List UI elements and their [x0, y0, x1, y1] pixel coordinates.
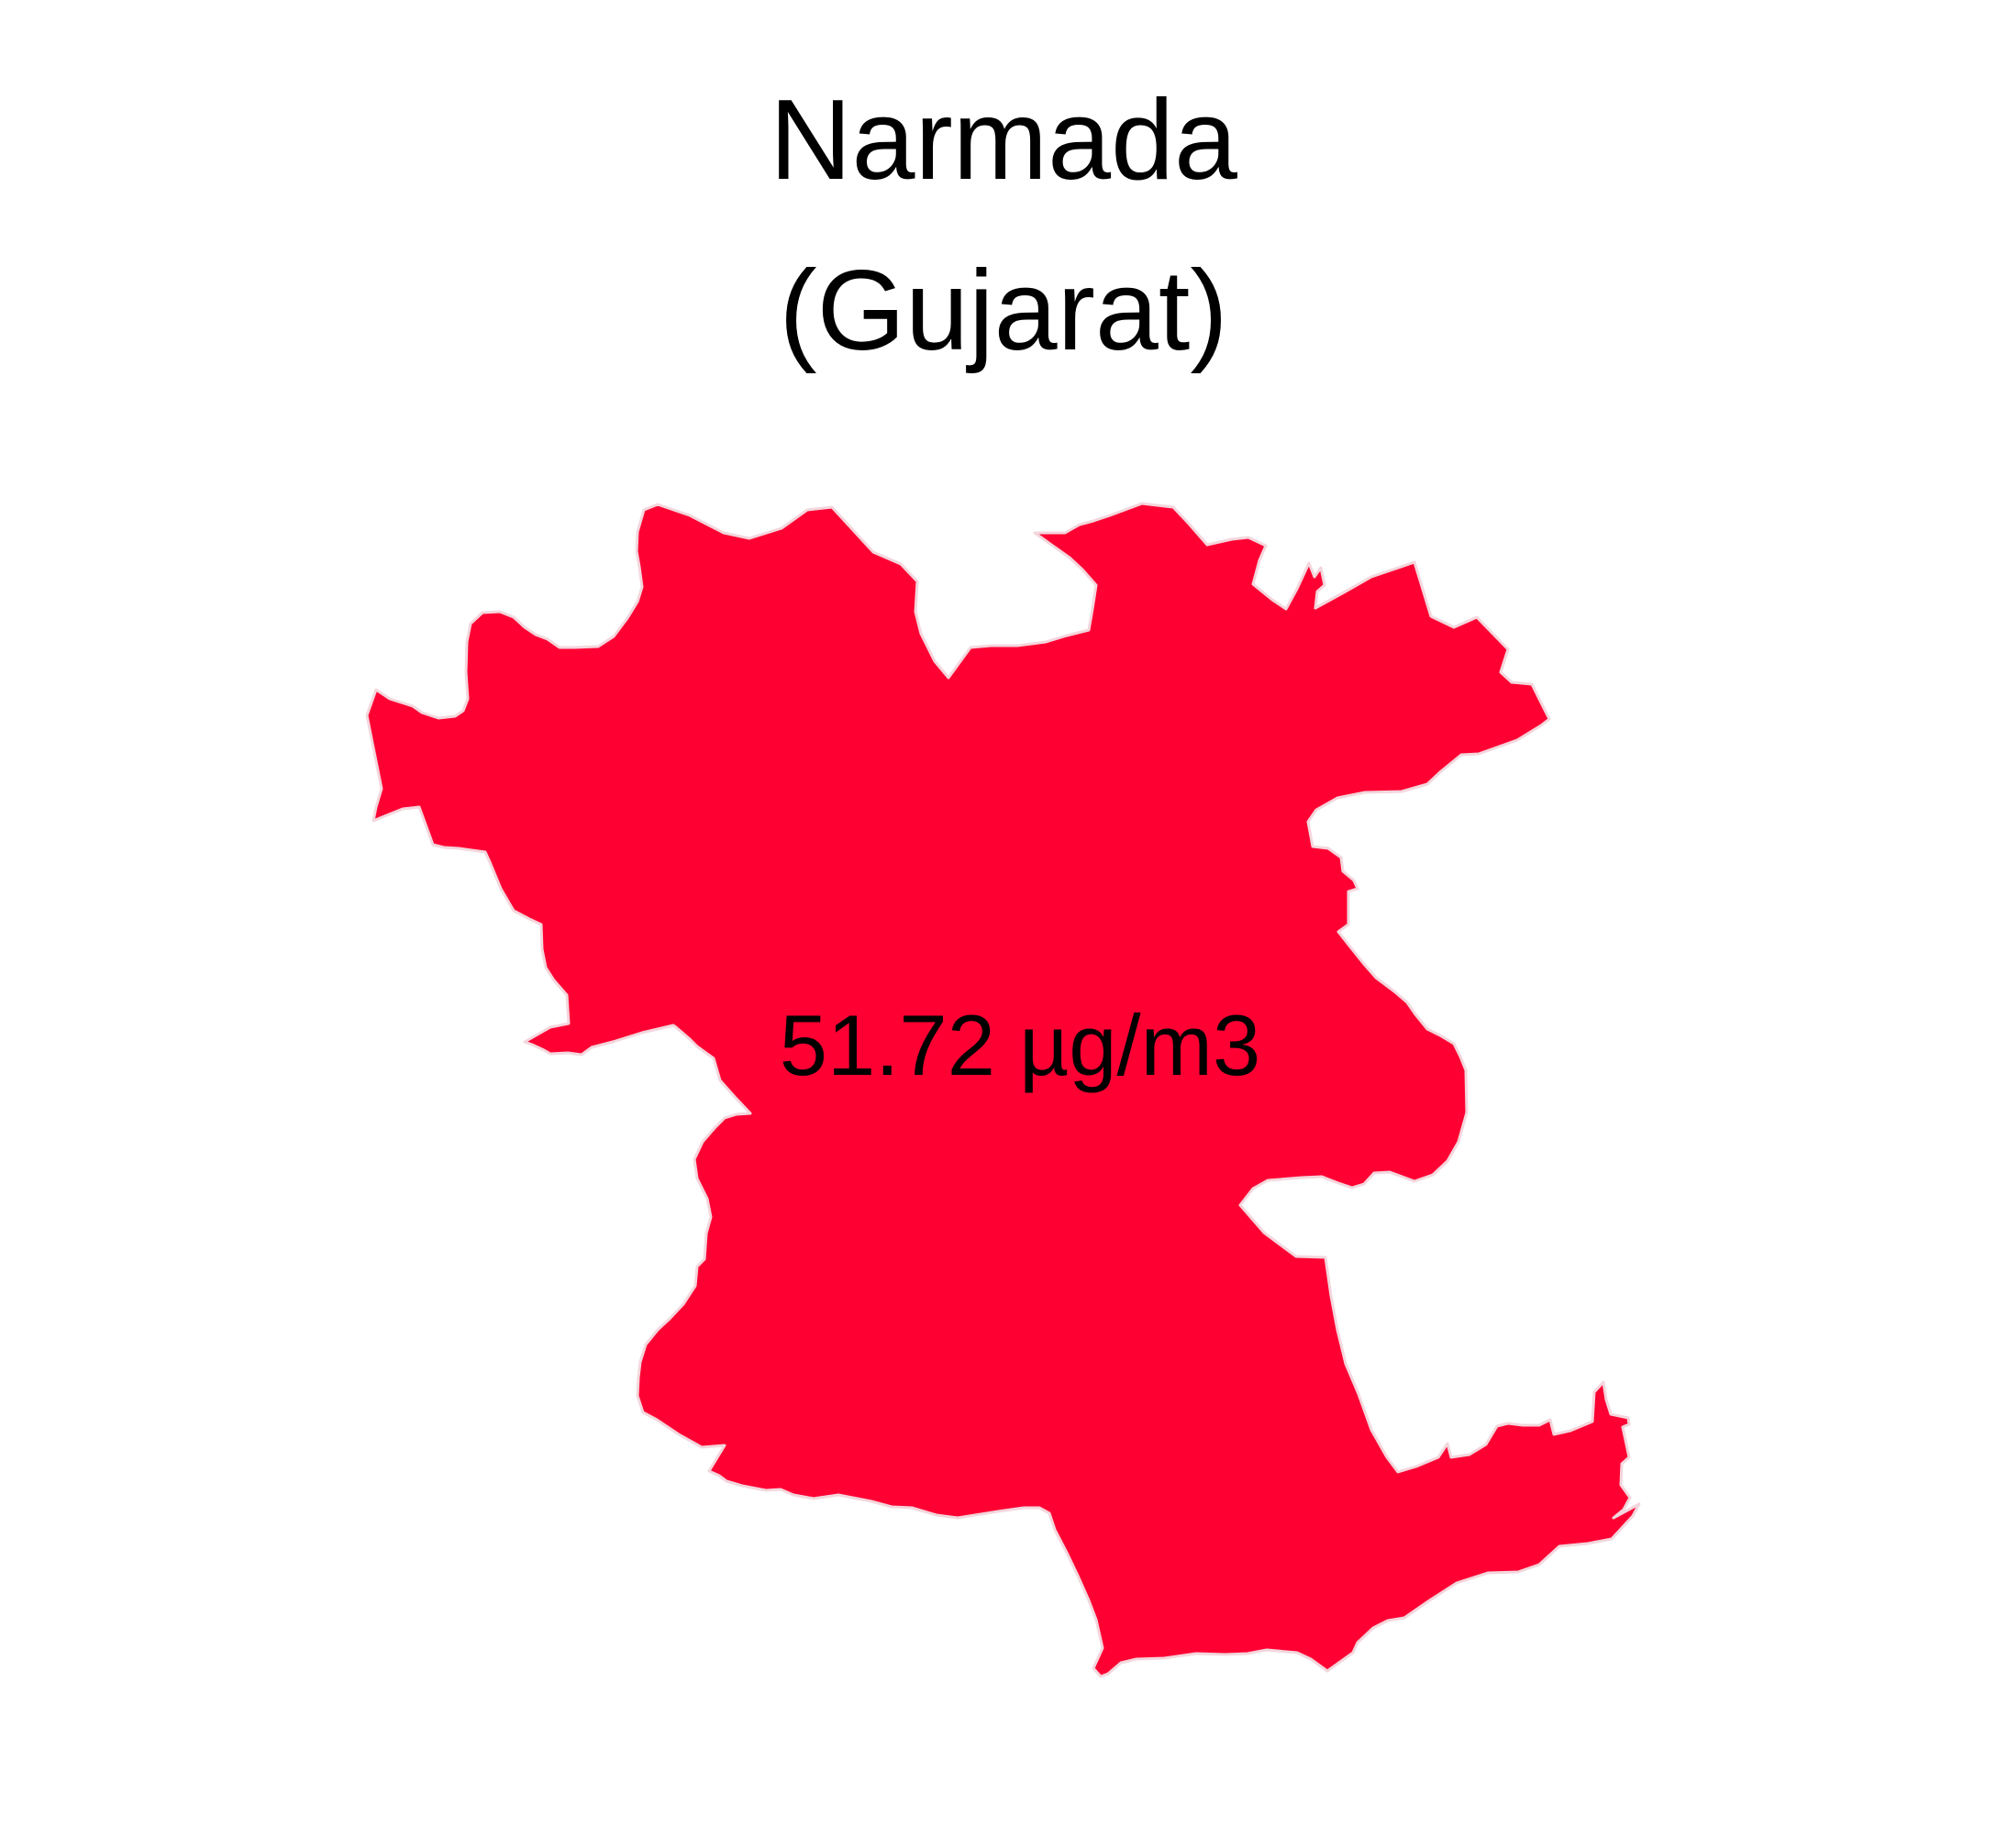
title-state: (Gujarat)	[779, 248, 1228, 374]
title-district: Narmada	[770, 77, 1237, 204]
district-boundary	[365, 502, 1641, 1678]
map-title: Narmada (Gujarat)	[0, 55, 2007, 396]
pollution-value-label: 51.72 µg/m3	[780, 997, 1260, 1093]
